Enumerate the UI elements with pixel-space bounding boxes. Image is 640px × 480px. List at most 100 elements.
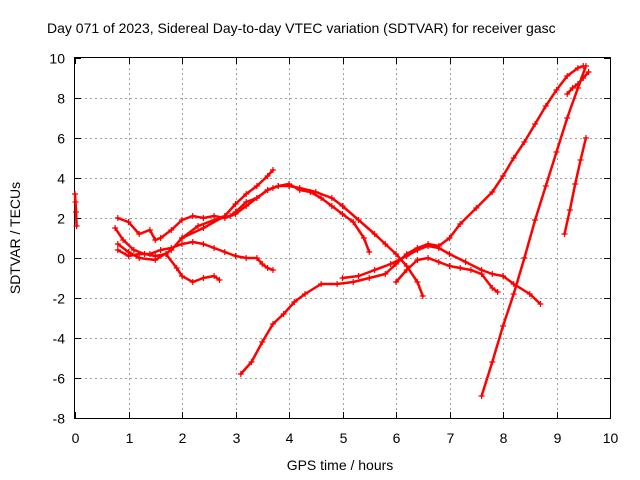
y-tick-label: 0 [57,251,65,267]
chart-title: Day 071 of 2023, Sidereal Day-to-day VTE… [47,20,556,36]
series-sat-f [179,167,276,241]
data-point-marker [73,223,80,229]
data-point-marker [542,183,549,189]
data-point-marker [237,371,244,377]
data-point-marker [457,221,464,227]
y-tick-label: -6 [53,371,66,387]
data-point-marker [73,209,80,215]
data-point-marker [264,173,271,179]
data-point-marker [232,253,239,259]
data-point-marker [269,167,276,173]
data-point-marker [360,235,367,241]
data-point-marker [489,285,496,291]
data-point-marker [72,199,79,205]
data-point-marker [526,291,533,297]
data-point-marker [467,267,474,273]
data-point-marker [125,249,132,255]
data-point-marker [425,243,432,249]
data-point-marker [403,267,410,273]
data-point-marker [189,213,196,219]
series-sat-k [561,135,589,237]
x-tick-label: 8 [500,430,508,446]
data-point-marker [112,225,119,231]
data-point-marker [114,247,121,253]
series-sat-g [237,63,587,377]
series-line [73,192,78,228]
x-tick-label: 6 [393,430,401,446]
data-point-marker [387,261,394,267]
data-point-marker [425,255,432,261]
y-tick-label: -4 [53,331,66,347]
data-point-marker [200,275,207,281]
data-point-marker [264,265,271,271]
y-axis-label: SDTVAR / TECUs [7,182,23,294]
data-point-marker [136,255,143,261]
data-point-marker [414,279,421,285]
data-point-marker [179,273,185,279]
data-point-marker [572,181,579,187]
data-point-marker [264,187,271,193]
data-point-marker [521,139,528,145]
data-point-marker [553,87,560,93]
data-point-marker [350,279,357,285]
data-point-marker [382,241,389,247]
data-point-marker [232,201,239,207]
data-point-marker [146,251,153,257]
data-point-marker [419,293,426,299]
data-point-marker [253,183,260,189]
data-point-marker [382,271,389,277]
data-point-marker [532,121,539,127]
series-sat-e [114,183,426,299]
data-point-marker [248,359,255,365]
data-point-marker [510,291,517,297]
y-tick-label: -8 [53,411,66,427]
series-sat-l [564,69,592,97]
data-point-marker [312,189,319,195]
x-tick-label: 0 [72,430,80,446]
data-point-marker [393,279,399,285]
series-sat-h [339,243,544,307]
data-point-marker [532,217,539,223]
series-line [116,184,425,298]
x-tick-label: 1 [126,430,134,446]
data-point-marker [435,245,442,251]
data-point-marker [366,249,373,255]
data-point-marker [585,69,592,75]
data-point-marker [195,223,202,229]
data-point-marker [435,259,442,265]
data-point-marker [114,215,121,221]
series-line [480,64,588,398]
data-point-marker [457,265,464,271]
data-point-marker [259,261,266,267]
data-point-marker [414,247,421,253]
data-point-marker [136,231,143,237]
data-point-marker [542,103,549,109]
data-point-marker [232,209,239,215]
series-line [116,240,275,272]
data-point-marker [366,275,373,281]
grid [75,58,610,418]
data-point-marker [179,235,185,241]
data-point-marker [564,91,571,97]
data-point-marker [179,241,185,247]
x-tick-label: 2 [179,430,187,446]
data-point-marker [478,271,485,277]
x-tick-label: 4 [286,430,294,446]
data-point-marker [318,281,325,287]
data-point-marker [302,291,309,297]
data-point-marker [280,311,287,317]
series-sat-a [72,191,80,229]
x-tick-label: 7 [447,430,455,446]
data-point-marker [253,255,260,261]
data-point-marker [296,185,303,191]
data-point-marker [500,173,506,179]
data-point-marker [350,219,357,225]
data-series [72,63,592,399]
data-point-marker [114,241,121,247]
data-point-marker [489,359,496,365]
y-tick-label: 6 [57,131,65,147]
data-point-marker [152,237,159,243]
data-point-marker [227,213,234,219]
data-point-marker [216,277,223,283]
